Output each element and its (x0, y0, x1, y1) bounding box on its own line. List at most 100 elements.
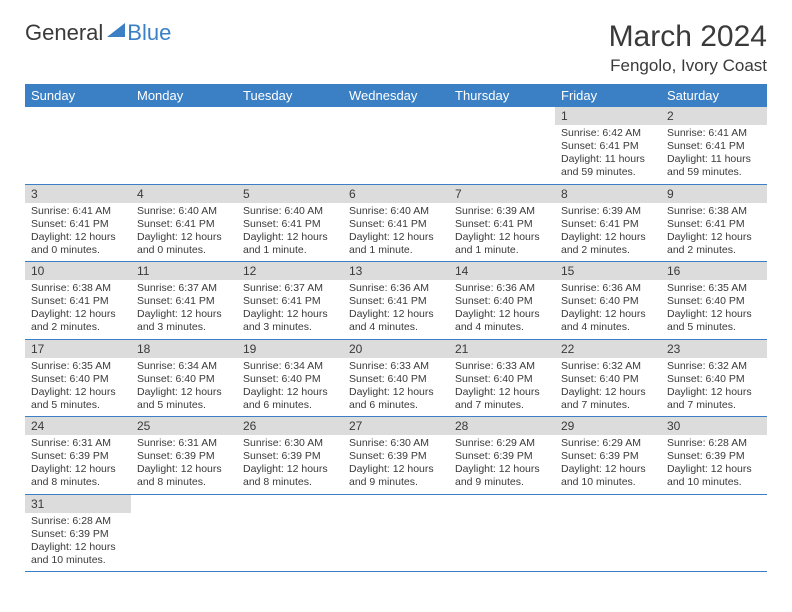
header-thursday: Thursday (449, 84, 555, 107)
logo-sail-icon (107, 23, 125, 37)
calendar-cell (237, 107, 343, 184)
day-data: Sunrise: 6:28 AMSunset: 6:39 PMDaylight:… (661, 435, 767, 494)
month-title: March 2024 (609, 20, 767, 54)
day-number: 19 (237, 340, 343, 358)
calendar-cell (131, 494, 237, 572)
day-data: Sunrise: 6:42 AMSunset: 6:41 PMDaylight:… (555, 125, 661, 184)
calendar-cell: 19Sunrise: 6:34 AMSunset: 6:40 PMDayligh… (237, 339, 343, 417)
calendar-cell: 24Sunrise: 6:31 AMSunset: 6:39 PMDayligh… (25, 417, 131, 495)
calendar-cell: 26Sunrise: 6:30 AMSunset: 6:39 PMDayligh… (237, 417, 343, 495)
calendar-cell: 20Sunrise: 6:33 AMSunset: 6:40 PMDayligh… (343, 339, 449, 417)
header-tuesday: Tuesday (237, 84, 343, 107)
day-data: Sunrise: 6:34 AMSunset: 6:40 PMDaylight:… (131, 358, 237, 417)
day-number: 7 (449, 185, 555, 203)
calendar-cell: 15Sunrise: 6:36 AMSunset: 6:40 PMDayligh… (555, 262, 661, 340)
day-data: Sunrise: 6:29 AMSunset: 6:39 PMDaylight:… (449, 435, 555, 494)
header-sunday: Sunday (25, 84, 131, 107)
logo: General Blue (25, 20, 171, 46)
day-number: 21 (449, 340, 555, 358)
calendar-week: 17Sunrise: 6:35 AMSunset: 6:40 PMDayligh… (25, 339, 767, 417)
calendar-cell: 13Sunrise: 6:36 AMSunset: 6:41 PMDayligh… (343, 262, 449, 340)
calendar-week: 1Sunrise: 6:42 AMSunset: 6:41 PMDaylight… (25, 107, 767, 184)
logo-text-blue: Blue (127, 20, 171, 46)
day-data: Sunrise: 6:32 AMSunset: 6:40 PMDaylight:… (661, 358, 767, 417)
calendar-cell: 14Sunrise: 6:36 AMSunset: 6:40 PMDayligh… (449, 262, 555, 340)
day-data: Sunrise: 6:36 AMSunset: 6:40 PMDaylight:… (555, 280, 661, 339)
header-monday: Monday (131, 84, 237, 107)
calendar-cell: 27Sunrise: 6:30 AMSunset: 6:39 PMDayligh… (343, 417, 449, 495)
header-saturday: Saturday (661, 84, 767, 107)
day-data: Sunrise: 6:35 AMSunset: 6:40 PMDaylight:… (25, 358, 131, 417)
calendar-week: 10Sunrise: 6:38 AMSunset: 6:41 PMDayligh… (25, 262, 767, 340)
calendar-cell: 21Sunrise: 6:33 AMSunset: 6:40 PMDayligh… (449, 339, 555, 417)
day-number: 22 (555, 340, 661, 358)
day-number: 15 (555, 262, 661, 280)
calendar-cell: 18Sunrise: 6:34 AMSunset: 6:40 PMDayligh… (131, 339, 237, 417)
calendar-cell: 23Sunrise: 6:32 AMSunset: 6:40 PMDayligh… (661, 339, 767, 417)
calendar-table: Sunday Monday Tuesday Wednesday Thursday… (25, 84, 767, 572)
day-number: 24 (25, 417, 131, 435)
calendar-cell (343, 107, 449, 184)
calendar-cell: 7Sunrise: 6:39 AMSunset: 6:41 PMDaylight… (449, 184, 555, 262)
day-data: Sunrise: 6:33 AMSunset: 6:40 PMDaylight:… (343, 358, 449, 417)
day-data: Sunrise: 6:31 AMSunset: 6:39 PMDaylight:… (131, 435, 237, 494)
calendar-cell: 16Sunrise: 6:35 AMSunset: 6:40 PMDayligh… (661, 262, 767, 340)
calendar-cell (237, 494, 343, 572)
calendar-cell: 1Sunrise: 6:42 AMSunset: 6:41 PMDaylight… (555, 107, 661, 184)
day-data: Sunrise: 6:40 AMSunset: 6:41 PMDaylight:… (237, 203, 343, 262)
day-data: Sunrise: 6:38 AMSunset: 6:41 PMDaylight:… (661, 203, 767, 262)
title-block: March 2024 Fengolo, Ivory Coast (609, 20, 767, 76)
calendar-cell (25, 107, 131, 184)
day-data: Sunrise: 6:40 AMSunset: 6:41 PMDaylight:… (131, 203, 237, 262)
day-number: 16 (661, 262, 767, 280)
day-number: 9 (661, 185, 767, 203)
calendar-cell: 8Sunrise: 6:39 AMSunset: 6:41 PMDaylight… (555, 184, 661, 262)
day-number: 4 (131, 185, 237, 203)
calendar-cell: 28Sunrise: 6:29 AMSunset: 6:39 PMDayligh… (449, 417, 555, 495)
day-data: Sunrise: 6:41 AMSunset: 6:41 PMDaylight:… (661, 125, 767, 184)
calendar-cell: 2Sunrise: 6:41 AMSunset: 6:41 PMDaylight… (661, 107, 767, 184)
day-data: Sunrise: 6:30 AMSunset: 6:39 PMDaylight:… (237, 435, 343, 494)
day-number: 20 (343, 340, 449, 358)
calendar-cell (661, 494, 767, 572)
calendar-body: 1Sunrise: 6:42 AMSunset: 6:41 PMDaylight… (25, 107, 767, 572)
day-data: Sunrise: 6:38 AMSunset: 6:41 PMDaylight:… (25, 280, 131, 339)
day-number: 17 (25, 340, 131, 358)
calendar-cell: 3Sunrise: 6:41 AMSunset: 6:41 PMDaylight… (25, 184, 131, 262)
header-row: Sunday Monday Tuesday Wednesday Thursday… (25, 84, 767, 107)
calendar-cell: 31Sunrise: 6:28 AMSunset: 6:39 PMDayligh… (25, 494, 131, 572)
header: General Blue March 2024 Fengolo, Ivory C… (25, 20, 767, 76)
calendar-week: 24Sunrise: 6:31 AMSunset: 6:39 PMDayligh… (25, 417, 767, 495)
day-number: 2 (661, 107, 767, 125)
day-data: Sunrise: 6:34 AMSunset: 6:40 PMDaylight:… (237, 358, 343, 417)
day-data: Sunrise: 6:41 AMSunset: 6:41 PMDaylight:… (25, 203, 131, 262)
header-friday: Friday (555, 84, 661, 107)
day-data: Sunrise: 6:39 AMSunset: 6:41 PMDaylight:… (555, 203, 661, 262)
day-number: 23 (661, 340, 767, 358)
day-number: 31 (25, 495, 131, 513)
day-number: 27 (343, 417, 449, 435)
day-number: 5 (237, 185, 343, 203)
day-data: Sunrise: 6:29 AMSunset: 6:39 PMDaylight:… (555, 435, 661, 494)
day-data: Sunrise: 6:37 AMSunset: 6:41 PMDaylight:… (131, 280, 237, 339)
day-data: Sunrise: 6:40 AMSunset: 6:41 PMDaylight:… (343, 203, 449, 262)
calendar-cell: 4Sunrise: 6:40 AMSunset: 6:41 PMDaylight… (131, 184, 237, 262)
day-number: 25 (131, 417, 237, 435)
day-data: Sunrise: 6:31 AMSunset: 6:39 PMDaylight:… (25, 435, 131, 494)
calendar-cell (555, 494, 661, 572)
calendar-cell: 5Sunrise: 6:40 AMSunset: 6:41 PMDaylight… (237, 184, 343, 262)
day-number: 26 (237, 417, 343, 435)
day-data: Sunrise: 6:36 AMSunset: 6:40 PMDaylight:… (449, 280, 555, 339)
calendar-cell: 17Sunrise: 6:35 AMSunset: 6:40 PMDayligh… (25, 339, 131, 417)
day-number: 6 (343, 185, 449, 203)
calendar-cell (449, 494, 555, 572)
calendar-cell: 11Sunrise: 6:37 AMSunset: 6:41 PMDayligh… (131, 262, 237, 340)
day-number: 30 (661, 417, 767, 435)
day-number: 1 (555, 107, 661, 125)
day-number: 14 (449, 262, 555, 280)
calendar-cell: 10Sunrise: 6:38 AMSunset: 6:41 PMDayligh… (25, 262, 131, 340)
calendar-cell (131, 107, 237, 184)
day-data: Sunrise: 6:35 AMSunset: 6:40 PMDaylight:… (661, 280, 767, 339)
day-data: Sunrise: 6:30 AMSunset: 6:39 PMDaylight:… (343, 435, 449, 494)
calendar-cell (343, 494, 449, 572)
